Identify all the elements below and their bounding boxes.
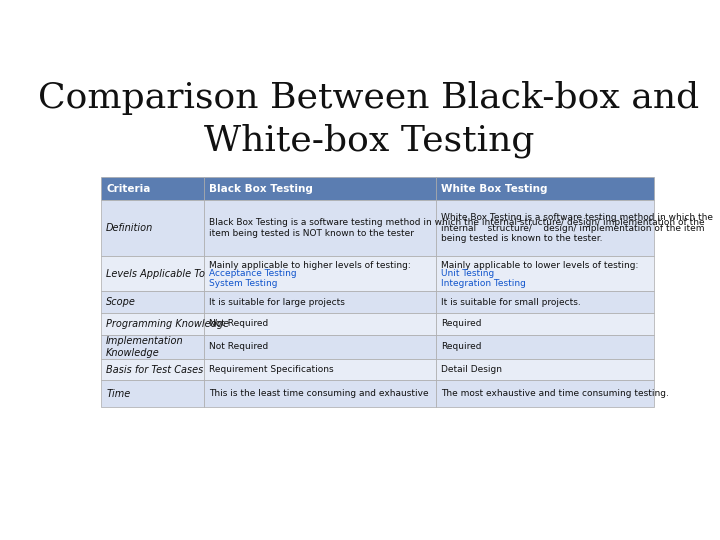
FancyBboxPatch shape [436, 292, 654, 313]
FancyBboxPatch shape [204, 200, 436, 256]
Text: The most exhaustive and time consuming testing.: The most exhaustive and time consuming t… [441, 389, 669, 399]
Text: It is suitable for small projects.: It is suitable for small projects. [441, 298, 581, 307]
FancyBboxPatch shape [101, 380, 204, 407]
FancyBboxPatch shape [101, 256, 204, 292]
Text: Integration Testing: Integration Testing [441, 279, 526, 287]
FancyBboxPatch shape [436, 200, 654, 256]
FancyBboxPatch shape [101, 359, 204, 380]
FancyBboxPatch shape [436, 359, 654, 380]
FancyBboxPatch shape [436, 313, 654, 335]
Text: Not Required: Not Required [210, 342, 269, 351]
Text: Time: Time [106, 389, 130, 399]
Text: Criteria: Criteria [106, 184, 150, 193]
Text: Mainly applicable to lower levels of testing:: Mainly applicable to lower levels of tes… [441, 261, 642, 269]
FancyBboxPatch shape [204, 177, 436, 200]
FancyBboxPatch shape [204, 335, 436, 359]
Text: System Testing: System Testing [210, 279, 278, 287]
FancyBboxPatch shape [204, 380, 436, 407]
FancyBboxPatch shape [101, 292, 204, 313]
FancyBboxPatch shape [436, 380, 654, 407]
Text: Black Box Testing: Black Box Testing [210, 184, 313, 193]
FancyBboxPatch shape [436, 335, 654, 359]
Text: Acceptance Testing: Acceptance Testing [210, 269, 297, 279]
Text: Detail Design: Detail Design [441, 365, 502, 374]
FancyBboxPatch shape [101, 177, 204, 200]
Text: Comparison Between Black-box and
White-box Testing: Comparison Between Black-box and White-b… [38, 82, 700, 158]
Text: Required: Required [441, 319, 482, 328]
Text: This is the least time consuming and exhaustive: This is the least time consuming and exh… [210, 389, 429, 399]
FancyBboxPatch shape [436, 256, 654, 292]
Text: Mainly applicable to higher levels of testing:: Mainly applicable to higher levels of te… [210, 261, 414, 269]
Text: Requirement Specifications: Requirement Specifications [210, 365, 334, 374]
FancyBboxPatch shape [204, 359, 436, 380]
FancyBboxPatch shape [101, 335, 204, 359]
Text: White Box Testing: White Box Testing [441, 184, 547, 193]
Text: Not Required: Not Required [210, 319, 269, 328]
Text: Basis for Test Cases: Basis for Test Cases [106, 364, 204, 375]
FancyBboxPatch shape [101, 313, 204, 335]
Text: Scope: Scope [106, 297, 136, 307]
Text: Unit Testing: Unit Testing [441, 269, 494, 279]
Text: Levels Applicable To: Levels Applicable To [106, 269, 205, 279]
FancyBboxPatch shape [204, 292, 436, 313]
FancyBboxPatch shape [101, 200, 204, 256]
FancyBboxPatch shape [204, 256, 436, 292]
FancyBboxPatch shape [204, 313, 436, 335]
Text: Black Box Testing is a software testing method in which the internal structure/ : Black Box Testing is a software testing … [210, 218, 705, 238]
FancyBboxPatch shape [436, 177, 654, 200]
Text: Definition: Definition [106, 223, 153, 233]
Text: Programming Knowledge: Programming Knowledge [106, 319, 229, 329]
Text: It is suitable for large projects: It is suitable for large projects [210, 298, 346, 307]
Text: White Box Testing is a software testing method in which the internal    structur: White Box Testing is a software testing … [441, 213, 713, 243]
Text: Implementation
Knowledge: Implementation Knowledge [106, 336, 184, 357]
Text: Required: Required [441, 342, 482, 351]
